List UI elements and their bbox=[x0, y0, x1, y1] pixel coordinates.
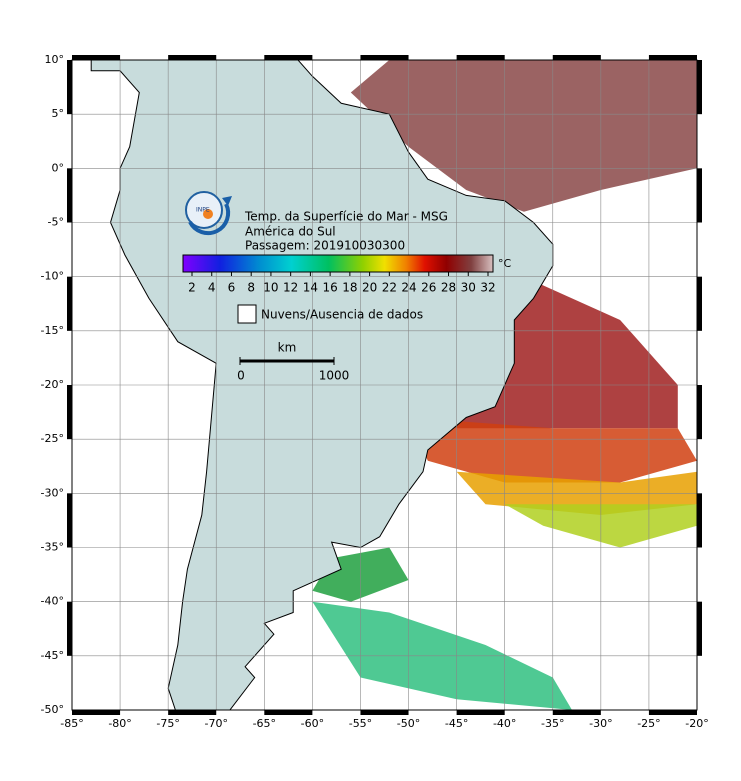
colorbar-tick-label: 14 bbox=[303, 281, 318, 295]
border-seg bbox=[168, 710, 217, 715]
pass-time: Passagem: 201910030300 bbox=[245, 239, 405, 253]
colorbar-ticks: 2 4 6 8 10 12 14 16 18 20 22 24 26 28 30 32 bbox=[188, 272, 496, 295]
border-seg bbox=[72, 55, 121, 60]
border-seg bbox=[697, 60, 702, 115]
lon-label: -85° bbox=[60, 717, 83, 730]
axes: -85° -80° -75° -70° -65° -60° -55° -50° -45° -40°… bbox=[41, 53, 709, 730]
lon-label: -80° bbox=[108, 717, 131, 730]
scale-end: 1000 bbox=[319, 369, 350, 383]
colorbar-tick-label: 24 bbox=[401, 281, 416, 295]
region: América do Sul bbox=[245, 225, 336, 239]
colorbar-tick-label: 12 bbox=[283, 281, 298, 295]
colorbar-tick-label: 18 bbox=[342, 281, 357, 295]
colorbar-tick-label: 20 bbox=[362, 281, 377, 295]
border-seg bbox=[67, 385, 72, 440]
lon-label: -25° bbox=[637, 717, 660, 730]
border-seg bbox=[552, 55, 601, 60]
colorbar-tick-label: 22 bbox=[382, 281, 397, 295]
border-seg bbox=[67, 60, 72, 115]
border-seg bbox=[264, 710, 313, 715]
border-seg bbox=[648, 710, 697, 715]
border-seg bbox=[552, 710, 601, 715]
colorbar-tick-label: 28 bbox=[441, 281, 456, 295]
lat-label: -50° bbox=[41, 703, 64, 716]
border-seg bbox=[697, 493, 702, 548]
border-seg bbox=[697, 276, 702, 331]
lat-label: -10° bbox=[41, 270, 64, 283]
lon-label: -20° bbox=[685, 717, 708, 730]
colorbar-tick-label: 8 bbox=[247, 281, 255, 295]
lat-label: -45° bbox=[41, 649, 64, 662]
border-seg bbox=[360, 55, 409, 60]
svg-text:INPE: INPE bbox=[196, 207, 210, 214]
lat-label: -20° bbox=[41, 378, 64, 391]
lon-label: -35° bbox=[541, 717, 564, 730]
border-seg bbox=[456, 55, 505, 60]
border-seg bbox=[168, 55, 217, 60]
lat-label: -35° bbox=[41, 541, 64, 554]
lon-label: -60° bbox=[301, 717, 324, 730]
title: Temp. da Superfície do Mar - MSG bbox=[244, 210, 448, 224]
border-seg bbox=[648, 55, 697, 60]
colorbar-tick-label: 2 bbox=[188, 281, 196, 295]
border-seg bbox=[456, 710, 505, 715]
border-seg bbox=[264, 55, 313, 60]
lat-label: -25° bbox=[41, 432, 64, 445]
lon-label: -65° bbox=[253, 717, 276, 730]
border-seg bbox=[72, 710, 121, 715]
colorbar-tick-label: 6 bbox=[228, 281, 236, 295]
lon-label: -40° bbox=[493, 717, 516, 730]
border-seg bbox=[67, 276, 72, 331]
lat-label: -30° bbox=[41, 486, 64, 499]
colorbar-unit: °C bbox=[498, 257, 512, 270]
lon-label: -45° bbox=[445, 717, 468, 730]
border-seg bbox=[67, 493, 72, 548]
lat-label: -40° bbox=[41, 595, 64, 608]
lat-label: -15° bbox=[41, 324, 64, 337]
colorbar bbox=[182, 254, 494, 273]
lon-label: -50° bbox=[397, 717, 420, 730]
border-seg bbox=[697, 601, 702, 656]
frame-border bbox=[67, 55, 702, 715]
logo: INPE bbox=[185, 191, 232, 236]
border-seg bbox=[697, 385, 702, 440]
lon-label: -75° bbox=[156, 717, 179, 730]
scale-unit: km bbox=[278, 341, 297, 355]
colorbar-tick-label: 10 bbox=[263, 281, 278, 295]
legend-box bbox=[237, 304, 257, 324]
scale-start: 0 bbox=[237, 369, 245, 383]
lon-label: -55° bbox=[349, 717, 372, 730]
border-seg bbox=[67, 601, 72, 656]
colorbar-tick-label: 4 bbox=[208, 281, 216, 295]
colorbar-tick-label: 16 bbox=[322, 281, 337, 295]
colorbar-tick-label: 26 bbox=[421, 281, 436, 295]
lat-label: 0° bbox=[52, 161, 65, 174]
lon-label: -30° bbox=[589, 717, 612, 730]
sst-patch bbox=[350, 60, 697, 212]
border-seg bbox=[360, 710, 409, 715]
border-seg bbox=[697, 168, 702, 223]
colorbar-tick-label: 32 bbox=[480, 281, 495, 295]
lon-label: -70° bbox=[204, 717, 227, 730]
lat-label: 5° bbox=[52, 107, 65, 120]
lat-label: -5° bbox=[48, 216, 64, 229]
colorbar-tick-label: 30 bbox=[461, 281, 476, 295]
lat-label: 10° bbox=[45, 53, 65, 66]
border-seg bbox=[67, 168, 72, 223]
legend-label: Nuvens/Ausencia de dados bbox=[261, 308, 423, 322]
